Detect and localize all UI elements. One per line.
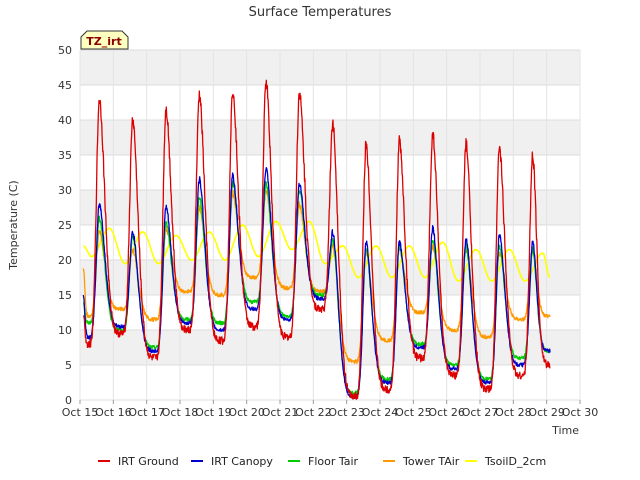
y-axis-label: Temperature (C)	[7, 180, 20, 270]
x-tick-label: Oct 26	[428, 406, 465, 419]
y-tick-label: 5	[65, 359, 72, 372]
x-tick-label: Oct 23	[328, 406, 365, 419]
legend-label: Tower TAir	[402, 455, 460, 468]
y-tick-label: 50	[58, 44, 72, 57]
x-tick-label: Oct 30	[562, 406, 599, 419]
x-tick-label: Oct 24	[362, 406, 399, 419]
plot-band	[80, 330, 580, 365]
x-tick-label: Oct 28	[495, 406, 532, 419]
y-tick-label: 15	[58, 289, 72, 302]
y-tick-label: 25	[58, 219, 72, 232]
series-line-irt-ground	[83, 79, 551, 400]
x-tick-label: Oct 16	[95, 406, 132, 419]
y-tick-label: 45	[58, 79, 72, 92]
x-tick-label: Oct 17	[128, 406, 165, 419]
legend-item: Tower TAir	[383, 455, 460, 468]
tz-annotation-label: TZ_irt	[86, 35, 121, 48]
plot-band	[80, 50, 580, 85]
legend-label: IRT Canopy	[211, 455, 273, 468]
x-tick-label: Oct 25	[395, 406, 432, 419]
legend-item: IRT Canopy	[191, 455, 273, 468]
y-tick-label: 20	[58, 254, 72, 267]
legend-item: Floor Tair	[288, 455, 359, 468]
x-tick-label: Oct 22	[295, 406, 332, 419]
x-tick-label: Oct 20	[228, 406, 265, 419]
legend-label: TsoilD_2cm	[484, 455, 546, 468]
x-tick-label: Oct 18	[162, 406, 199, 419]
legend-label: Floor Tair	[308, 455, 359, 468]
legend-item: IRT Ground	[98, 455, 179, 468]
y-tick-label: 30	[58, 184, 72, 197]
x-tick-label: Oct 27	[462, 406, 499, 419]
y-axis-ticks: 0 5 10 15 20 25 30 35 40 45 50	[58, 44, 72, 407]
x-axis-label: Time	[551, 424, 579, 437]
plot-band	[80, 120, 580, 155]
x-tick-label: Oct 29	[528, 406, 565, 419]
x-tick-label: Oct 19	[195, 406, 232, 419]
x-tick-label: Oct 21	[262, 406, 299, 419]
y-tick-label: 10	[58, 324, 72, 337]
legend-item: TsoilD_2cm	[465, 455, 546, 468]
tz-annotation: TZ_irt	[80, 30, 129, 50]
chart-title: Surface Temperatures	[249, 5, 392, 20]
y-tick-label: 0	[65, 394, 72, 407]
series-lines	[82, 79, 551, 400]
y-tick-label: 35	[58, 149, 72, 162]
legend-label: IRT Ground	[118, 455, 179, 468]
legend: IRT Ground IRT Canopy Floor Tair Tower TAir…	[98, 455, 546, 468]
y-tick-label: 40	[58, 114, 72, 127]
x-tick-label: Oct 15	[62, 406, 99, 419]
